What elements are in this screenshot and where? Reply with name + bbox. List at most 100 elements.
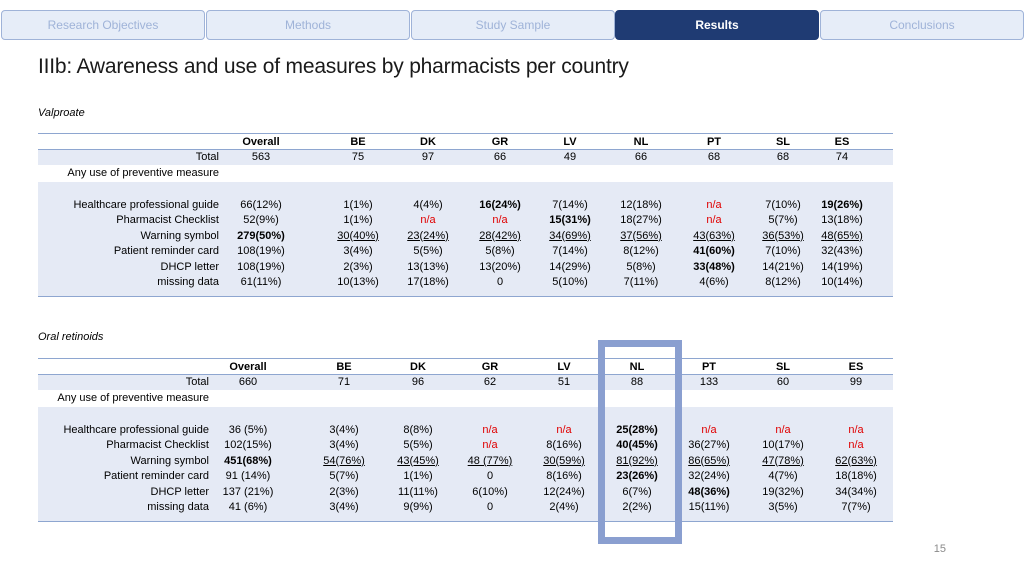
measure-cell: 108(19%) [237, 245, 285, 258]
measure-cell: 41(60%) [693, 245, 735, 258]
total-cell: 660 [238, 376, 258, 388]
measure-cell: 8(16%) [546, 470, 582, 483]
measure-cell: 8(16%) [546, 439, 582, 452]
oral-retinoids-section-label: Oral retinoids [38, 331, 104, 343]
measure-cell: 66(12%) [240, 199, 282, 211]
measure-cell: 14(29%) [549, 260, 591, 273]
measure-cell: 13(13%) [407, 260, 449, 273]
column-header-lv: LV [557, 361, 571, 373]
measure-cell: 36 (5%) [228, 424, 268, 436]
measure-cell: 15(31%) [549, 214, 591, 227]
tab-research-objectives[interactable]: Research Objectives [1, 10, 205, 40]
column-header-dk: DK [420, 136, 436, 148]
measure-cell: 41 (6%) [228, 501, 268, 513]
measure-cell: 43(45%) [397, 454, 439, 467]
total-cell: 75 [351, 151, 365, 163]
section-tabs: Research Objectives Methods Study Sample… [0, 10, 1024, 40]
tab-results[interactable]: Results [615, 10, 819, 40]
page-number: 15 [933, 543, 946, 555]
measure-cell: 2(3%) [329, 485, 359, 498]
total-cell: 71 [337, 376, 351, 388]
measure-cell: 5(7%) [768, 214, 798, 227]
measure-cell: n/a [556, 424, 572, 436]
column-header-nl: NL [633, 136, 649, 148]
measure-cell: 0 [486, 501, 494, 513]
total-cell: 97 [421, 151, 435, 163]
measure-cell: 10(17%) [762, 439, 804, 452]
measure-cell: 30(40%) [337, 229, 379, 242]
total-cell: 49 [563, 151, 577, 163]
column-header-dk: DK [410, 361, 426, 373]
measure-cell: 48(36%) [688, 485, 730, 498]
measure-cell: 10(14%) [821, 276, 863, 288]
measure-cell: 34(34%) [835, 485, 877, 498]
measure-cell: n/a [706, 199, 722, 211]
measures-body-band [38, 182, 893, 297]
header-bottom-rule [38, 149, 893, 150]
total-row-label: Total [185, 376, 209, 388]
measure-cell: 6(7%) [622, 485, 652, 498]
column-header-sl: SL [775, 361, 791, 373]
measure-cell: n/a [706, 214, 722, 227]
measure-cell: 8(8%) [403, 424, 433, 436]
measure-cell: 3(4%) [329, 424, 359, 436]
measure-cell: 81(92%) [616, 454, 658, 467]
column-header-sl: SL [775, 136, 791, 148]
measure-cell: n/a [701, 424, 717, 436]
nl-column-highlight [598, 340, 682, 544]
tab-conclusions[interactable]: Conclusions [820, 10, 1024, 40]
total-cell: 96 [411, 376, 425, 388]
column-header-lv: LV [563, 136, 577, 148]
header-bottom-rule [38, 374, 893, 375]
column-header-pt: PT [706, 136, 722, 148]
measure-cell: 0 [496, 276, 504, 288]
total-cell: 68 [707, 151, 721, 163]
measure-cell: 8(12%) [765, 276, 801, 288]
measure-row-label: Patient reminder card [103, 470, 209, 483]
total-cell: 88 [630, 376, 644, 388]
column-header-be: BE [350, 136, 366, 148]
measure-cell: 0 [486, 470, 494, 483]
total-row-band [38, 375, 893, 390]
measure-cell: 1(1%) [403, 470, 433, 483]
measure-cell: 40(45%) [616, 439, 658, 452]
measure-cell: 18(18%) [835, 470, 877, 483]
measure-cell: n/a [848, 424, 864, 436]
measure-cell: n/a [492, 214, 508, 227]
measure-row-label: missing data [157, 276, 219, 288]
measure-cell: 5(10%) [552, 276, 588, 288]
measure-cell: n/a [482, 424, 498, 436]
valproate-section-label: Valproate [38, 107, 85, 119]
measure-cell: n/a [420, 214, 436, 227]
measure-cell: 19(32%) [762, 485, 804, 498]
measure-cell: 14(21%) [762, 260, 804, 273]
total-cell: 62 [483, 376, 497, 388]
total-cell: 68 [776, 151, 790, 163]
oral-retinoids-table: Overall BE DK GR LV NL PT SL ES Total 660 71 96 62 51 8… [38, 358, 893, 523]
measure-cell: 2(3%) [343, 260, 373, 273]
measure-row-label: Healthcare professional guide [73, 199, 219, 211]
tab-study-sample[interactable]: Study Sample [411, 10, 615, 40]
measure-row-label: DHCP letter [150, 485, 209, 498]
measure-row-label: missing data [147, 501, 209, 513]
measure-cell: 48 (77%) [467, 454, 513, 467]
measure-cell: n/a [482, 439, 498, 452]
column-header-overall: Overall [242, 136, 280, 148]
measure-cell: 13(18%) [821, 214, 863, 227]
measure-cell: 8(12%) [623, 245, 659, 258]
measure-cell: 48(65%) [821, 229, 863, 242]
measure-cell: 2(4%) [549, 501, 579, 513]
measure-cell: 37(56%) [620, 229, 662, 242]
total-cell: 66 [634, 151, 648, 163]
header-top-rule [38, 358, 893, 359]
total-cell: 74 [835, 151, 849, 163]
column-header-pt: PT [701, 361, 717, 373]
tab-methods[interactable]: Methods [206, 10, 410, 40]
measure-cell: 16(24%) [479, 199, 521, 211]
measure-cell: 15(11%) [688, 501, 730, 513]
measure-row-label: Pharmacist Checklist [106, 439, 209, 452]
measure-cell: 86(65%) [688, 454, 730, 467]
measure-cell: 7(14%) [552, 245, 588, 258]
measure-cell: 43(63%) [693, 229, 735, 242]
measure-cell: n/a [848, 439, 864, 452]
